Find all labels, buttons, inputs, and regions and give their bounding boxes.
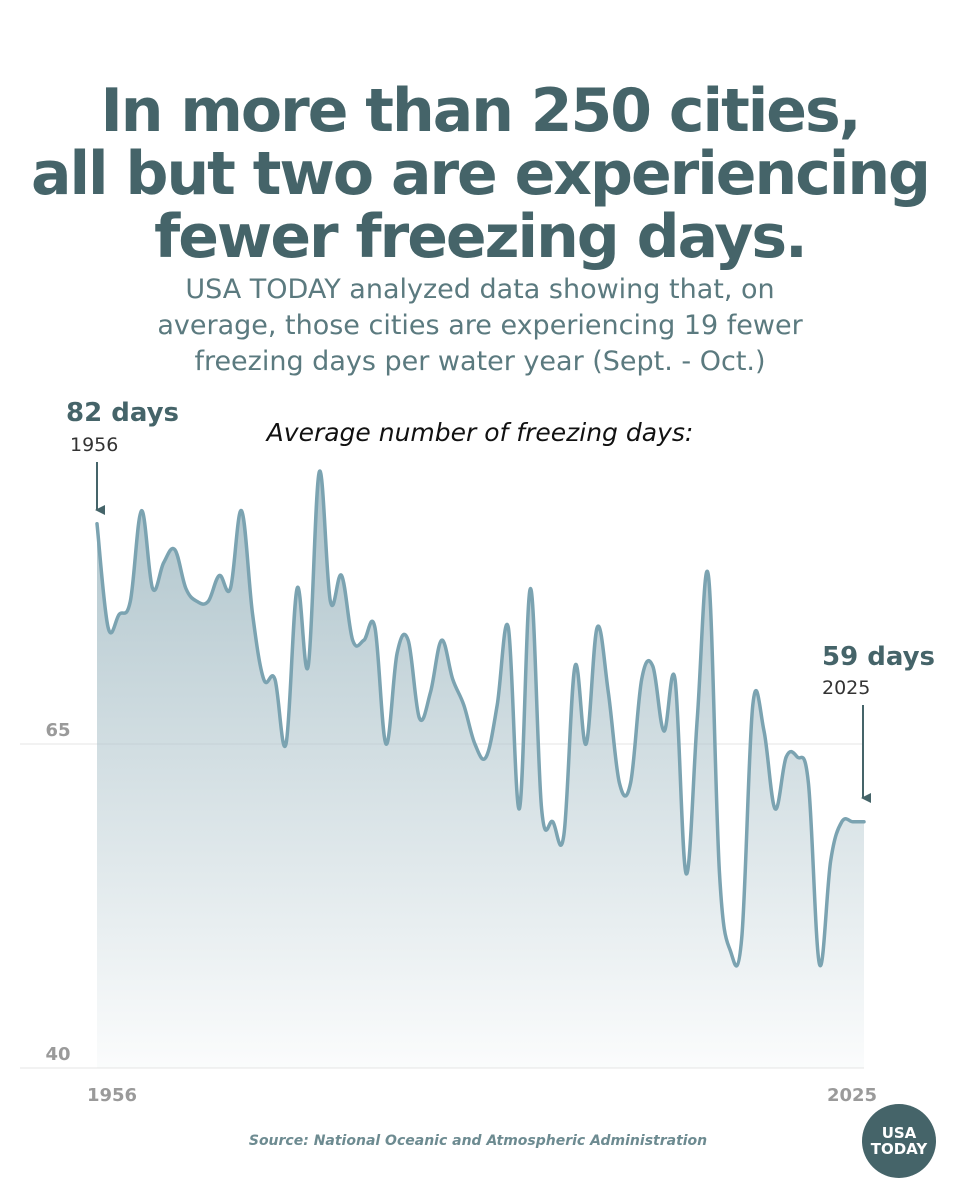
headline-line-2: all but two are experiencing	[30, 139, 931, 209]
start-callout-value: 82 days	[66, 398, 180, 428]
headline: In more than 250 cities, all but two are…	[0, 80, 960, 269]
headline-line-3: fewer freezing days.	[154, 202, 808, 272]
y-tick-label: 65	[45, 720, 70, 741]
subtitle: USA TODAY analyzed data showing that, on…	[90, 272, 870, 380]
series-line	[95, 469, 866, 968]
logo-line-2: TODAY	[870, 1140, 928, 1158]
headline-line-1: In more than 250 cities,	[100, 76, 861, 146]
usa-today-logo: USA TODAY	[862, 1104, 936, 1178]
subtitle-line-1: USA TODAY analyzed data showing that, on	[185, 274, 775, 305]
end-callout-year: 2025	[822, 677, 871, 699]
area-fill	[97, 471, 864, 1068]
start-callout-year: 1956	[70, 434, 119, 456]
source-note: Source: National Oceanic and Atmospheric…	[248, 1133, 708, 1149]
end-callout-value: 59 days	[822, 642, 936, 672]
subtitle-line-3: freezing days per water year (Sept. - Oc…	[194, 346, 766, 377]
x-tick-label: 1956	[87, 1085, 137, 1106]
chart-title: Average number of freezing days:	[266, 418, 694, 447]
tick-layer: 1956 2025	[87, 1085, 877, 1106]
subtitle-line-2: average, those cities are experiencing 1…	[157, 310, 803, 341]
x-tick-label: 2025	[827, 1085, 877, 1106]
y-tick-label: 40	[45, 1044, 70, 1065]
logo-line-1: USA	[881, 1124, 917, 1142]
